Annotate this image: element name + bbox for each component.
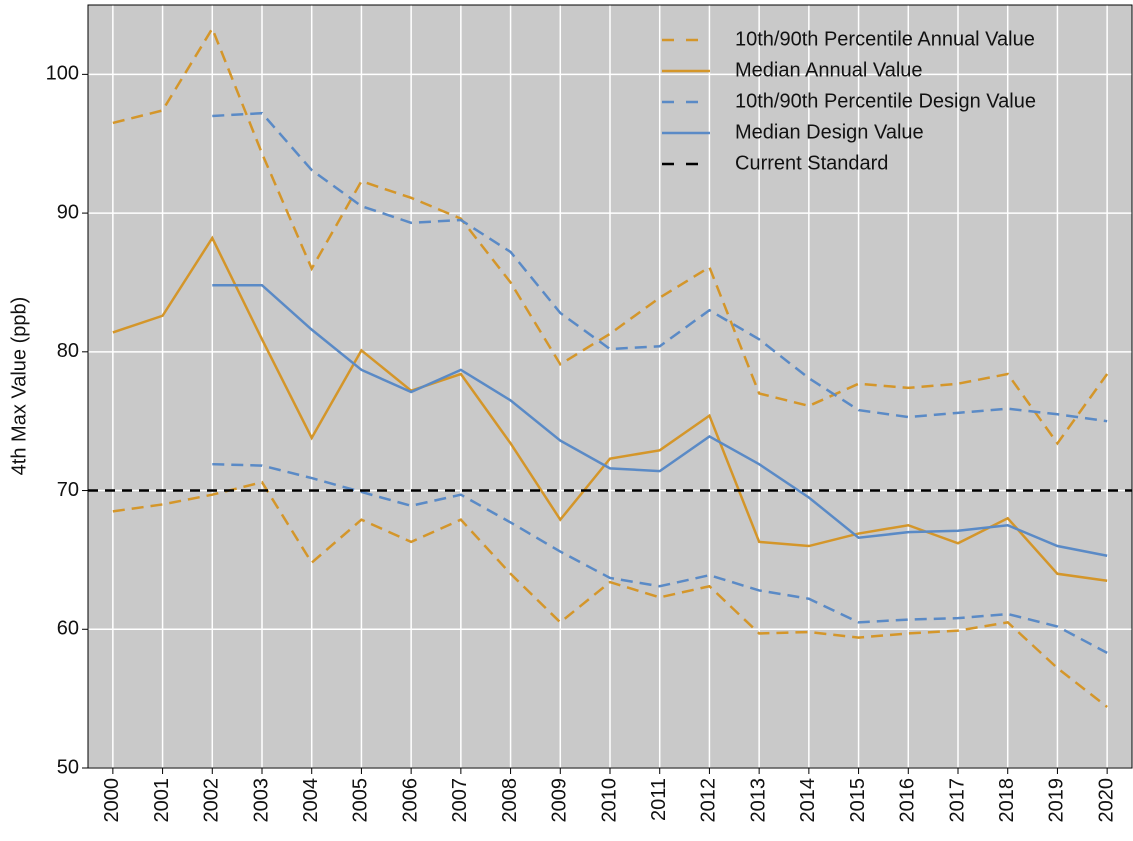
series-line [212,111,1108,423]
x-tick-label: 2000 [101,778,123,823]
legend-label: Median Annual Value [735,59,923,81]
x-tick-label: 2008 [499,778,521,823]
legend-label: 10th/90th Percentile Design Value [735,90,1036,112]
x-tick-label: 2020 [1095,778,1117,823]
x-tick-label: 2002 [201,778,223,823]
y-axis-label: 4th Max Value (ppb) [8,297,30,476]
y-tick-label: 70 [57,479,79,501]
series-line [112,235,1108,582]
series-line [212,462,1108,654]
x-tick-label: 2019 [1046,778,1068,823]
series-line [112,480,1108,708]
x-tick-label: 2010 [598,778,620,823]
x-tick-label: 2011 [648,778,670,821]
x-tick-label: 2012 [698,778,720,823]
x-tick-label: 2001 [151,778,173,823]
x-tick-label: 2003 [250,778,272,823]
y-tick-label: 90 [57,201,79,223]
x-tick-label: 2017 [946,778,968,823]
x-tick-label: 2013 [747,778,769,823]
x-tick-label: 2006 [399,778,421,823]
x-tick-label: 2009 [549,778,571,823]
y-tick-label: 80 [57,340,79,362]
x-tick-label: 2014 [797,778,819,823]
legend-label: Current Standard [735,152,888,174]
x-tick-label: 2015 [847,778,869,823]
y-tick-label: 100 [46,63,79,85]
x-tick-label: 2016 [897,778,919,823]
x-tick-label: 2007 [449,778,471,823]
plot-border [87,4,1133,769]
x-tick-label: 2005 [350,778,372,823]
legend-label: Median Design Value [735,121,924,143]
y-tick-label: 50 [57,756,79,778]
y-tick-label: 60 [57,618,79,640]
series-line [112,25,1109,446]
series-line [212,283,1108,557]
x-tick-label: 2004 [300,778,322,823]
x-tick-label: 2018 [996,778,1018,823]
legend-label: 10th/90th Percentile Annual Value [735,28,1035,50]
